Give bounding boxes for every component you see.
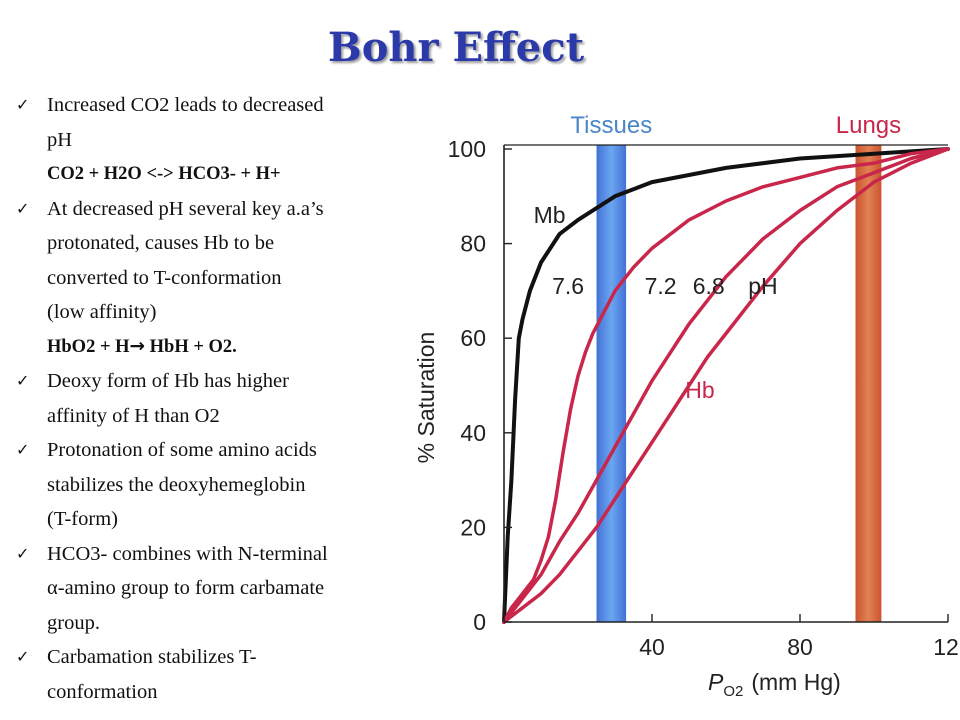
series-line-7-6 (502, 147, 950, 624)
bullet-line: ✓ Deoxy form of Hb has higher (16, 364, 416, 399)
checkmark-icon: ✓ (16, 647, 30, 666)
bullet-line: α-amino group to form carbamate (16, 571, 416, 606)
x-tick-label: 80 (787, 634, 813, 660)
y-tick-label: 0 (473, 609, 486, 635)
x-axis-title: PO2 (mm Hg) (708, 669, 841, 700)
x-axis-title-main: P (708, 669, 724, 695)
equation-line: HbO2 + H→ HbH + O2. (16, 330, 416, 365)
lungs-label: Lungs (836, 112, 901, 139)
bullet-line: protonated, causes Hb to be (16, 226, 416, 261)
x-axis-title-subscript: O2 (723, 683, 743, 700)
series-line-7-2 (502, 147, 950, 624)
bullet-line: converted to T-conformation (16, 261, 416, 296)
equation-right: HbH + O2. (145, 336, 237, 357)
series-line-6-8 (502, 147, 950, 624)
bullet-text: Carbamation stabilizes T- (47, 646, 257, 668)
tissues-band (596, 145, 627, 622)
bullet-text: group. (47, 611, 100, 634)
checkmark-icon: ✓ (16, 371, 30, 390)
annotation-6-8: 6.8 (693, 273, 725, 299)
equation-line: CO2 + H2O <-> HCO3- + H+ (16, 157, 416, 192)
equation-left: HbO2 + H (47, 336, 130, 357)
bullet-text: protonated, causes Hb to be (47, 232, 275, 254)
bullet-line: stabilizes the deoxyhemeglobin (16, 468, 416, 503)
bullet-text: At decreased pH several key a.a’s (47, 197, 324, 220)
oxygen-saturation-chart: Tissues Lungs 0 20 40 60 80 100 40 80 12 % Saturati… (413, 112, 959, 700)
x-axis-title-unit: (mm Hg) (751, 669, 840, 695)
bullet-text: HCO3- combines with N-terminal (47, 542, 328, 565)
y-axis-title: % Saturation (413, 332, 439, 464)
bullet-text: affinity of H than O2 (47, 404, 220, 427)
lungs-band (855, 145, 882, 622)
bullet-line: (low affinity) (16, 295, 416, 330)
bullet-text: converted to T-conformation (47, 266, 282, 289)
bullet-text: Deoxy form of Hb has higher (47, 370, 289, 392)
bullet-text: pH (47, 128, 73, 151)
slide-title: Bohr Effect (327, 24, 585, 71)
bullet-text: Increased CO2 leads to decreased (47, 94, 324, 116)
bullet-line: ✓ At decreased pH several key a.a’s (16, 192, 416, 227)
bullet-text: stabilizes the deoxyhemeglobin (47, 473, 306, 496)
tissues-label: Tissues (570, 112, 652, 139)
bullet-line: ✓ Protonation of some amino acids (16, 433, 416, 468)
checkmark-icon: ✓ (16, 95, 30, 114)
bullet-text: conformation (47, 680, 158, 703)
annotation-7-2: 7.2 (645, 273, 677, 299)
bullet-text: (low affinity) (47, 301, 157, 323)
bullet-text: α-amino group to form carbamate (47, 577, 325, 599)
checkmark-icon: ✓ (16, 440, 30, 459)
bullet-line: (T-form) (16, 502, 416, 537)
arrow-right-icon: → (129, 335, 146, 357)
checkmark-icon: ✓ (16, 543, 30, 563)
y-tick-label: 20 (460, 514, 486, 540)
annotation-7-6: 7.6 (552, 273, 584, 299)
bullet-line: affinity of H than O2 (16, 399, 416, 434)
bullet-line: group. (16, 606, 416, 641)
bullet-line: ✓ HCO3- combines with N-terminal (16, 537, 416, 572)
bullet-list: ✓ Increased CO2 leads to decreased pH CO2 +… (16, 88, 416, 709)
annotation-hb: Hb (685, 377, 714, 403)
bullet-text: (T-form) (47, 508, 118, 530)
y-tick-label: 100 (448, 136, 486, 162)
bullet-line: ✓ Carbamation stabilizes T- (16, 640, 416, 675)
x-tick-label: 12 (933, 634, 959, 660)
bullet-line: conformation (16, 675, 416, 710)
bullet-line: pH (16, 123, 416, 158)
bullet-line: ✓ Increased CO2 leads to decreased (16, 88, 416, 123)
y-tick-label: 40 (460, 420, 486, 446)
bullet-text: Protonation of some amino acids (47, 439, 317, 461)
y-tick-label: 60 (460, 325, 486, 351)
x-tick-label: 40 (639, 634, 665, 660)
y-tick-label: 80 (460, 231, 486, 257)
bullet-text: CO2 + H2O <-> HCO3- + H+ (47, 164, 281, 184)
annotation-mb: Mb (534, 202, 566, 228)
checkmark-icon: ✓ (16, 198, 30, 218)
series-line-Mb (502, 147, 950, 624)
annotation-ph: pH (748, 273, 777, 299)
